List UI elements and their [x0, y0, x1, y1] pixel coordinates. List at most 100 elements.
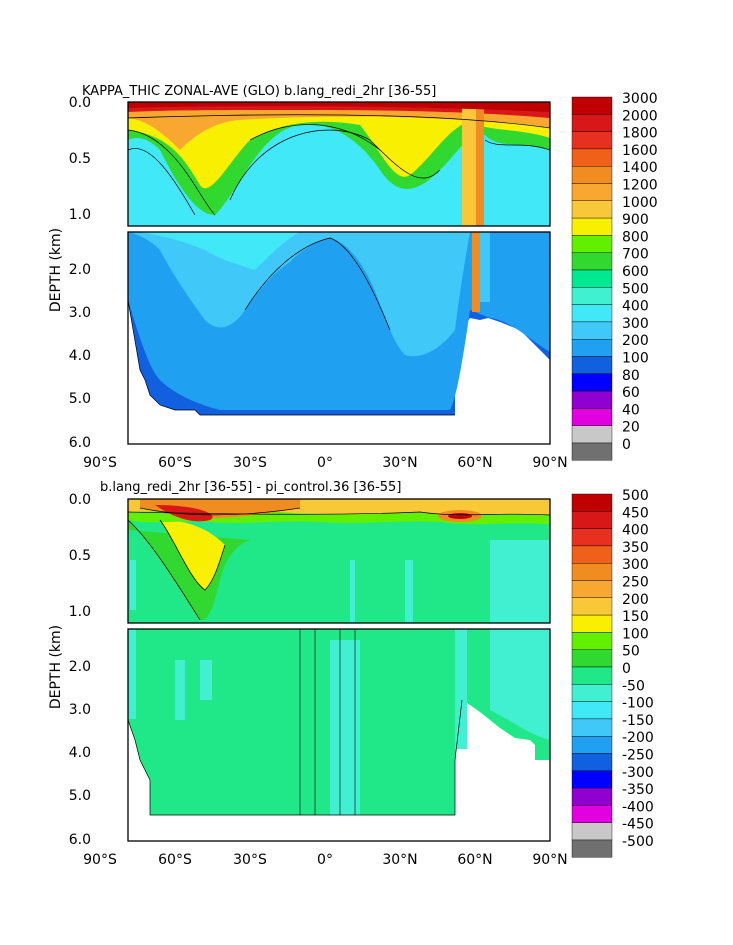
colorbar-swatch	[571, 114, 613, 132]
top-xtick-5: 60°N	[457, 455, 492, 471]
top-ytick-upper-1: 0.5	[69, 151, 91, 167]
colorbar-label: 150	[622, 609, 649, 625]
colorbar-swatch	[571, 563, 613, 581]
colorbar-swatch	[571, 753, 613, 771]
bottom-ytick-upper-2: 1.0	[69, 604, 91, 620]
colorbar-label: 80	[622, 368, 640, 384]
colorbar-label: -100	[622, 696, 654, 712]
colorbar-swatch	[571, 217, 613, 236]
colorbar-label: -450	[622, 817, 654, 833]
colorbar-label: 0	[622, 437, 631, 453]
top-y-axis: 0.0 0.5 1.0 2.0 3.0 4.0 5.0 6.0	[69, 95, 91, 451]
colorbar-swatch	[571, 580, 613, 598]
colorbar-label: 700	[622, 247, 649, 263]
bottom-xtick-2: 30°S	[233, 852, 267, 868]
colorbar-swatch	[571, 390, 613, 409]
bottom-x-axis: 90°S 60°S 30°S 0° 30°N 60°N 90°N	[83, 852, 568, 868]
colorbar-swatch	[571, 408, 613, 426]
bottom-ytick-lower-2: 4.0	[69, 745, 91, 761]
colorbar-label: 900	[622, 212, 649, 228]
colorbar-swatch	[571, 356, 613, 374]
colorbar-label: 50	[622, 644, 640, 660]
bottom-lower-field	[128, 629, 550, 841]
colorbar-swatch	[571, 511, 613, 529]
bottom-xtick-3: 0°	[317, 852, 333, 868]
colorbar-label: 60	[622, 385, 640, 401]
colorbar-swatch	[571, 787, 613, 806]
colorbar-label: 500	[622, 488, 649, 504]
top-ytick-lower-0: 2.0	[69, 262, 91, 278]
top-xtick-2: 30°S	[233, 455, 267, 471]
colorbar-label: 20	[622, 420, 640, 436]
top-ytick-lower-1: 3.0	[69, 305, 91, 321]
bottom-ytick-lower-0: 2.0	[69, 659, 91, 675]
bottom-lower-frame	[127, 628, 551, 842]
colorbar-label: 1200	[622, 178, 658, 194]
bottom-panel: b.lang_redi_2hr [36-55] - pi_control.36 …	[48, 480, 568, 868]
colorbar-label: -150	[622, 713, 654, 729]
colorbar-label: 300	[622, 316, 649, 332]
colorbar-swatch	[571, 131, 613, 150]
bottom-xtick-0: 90°S	[83, 852, 117, 868]
colorbar-swatch	[571, 287, 613, 305]
colorbar-swatch	[571, 770, 613, 789]
colorbar-label: 500	[622, 281, 649, 297]
colorbar-swatch	[571, 839, 613, 858]
bottom-ytick-upper-0: 0.0	[69, 492, 91, 508]
colorbar-swatch	[571, 684, 613, 702]
colorbar-swatch	[571, 666, 613, 685]
colorbar-label: 1400	[622, 160, 658, 176]
colorbar-swatch	[571, 304, 613, 323]
top-colorbar: 3000200018001600140012001000900800700600…	[571, 91, 658, 461]
colorbar-swatch	[571, 614, 613, 633]
colorbar-label: 250	[622, 575, 649, 591]
colorbar-label: -250	[622, 748, 654, 764]
colorbar-label: 450	[622, 505, 649, 521]
top-ytick-lower-3: 5.0	[69, 391, 91, 407]
top-ytick-lower-4: 6.0	[69, 435, 91, 451]
colorbar-label: 100	[622, 626, 649, 642]
colorbar-label: -200	[622, 730, 654, 746]
colorbar-swatch	[571, 183, 613, 201]
top-ytick-upper-2: 1.0	[69, 207, 91, 223]
bottom-xtick-6: 90°N	[532, 852, 567, 868]
top-xtick-4: 30°N	[382, 455, 417, 471]
top-xtick-1: 60°S	[158, 455, 192, 471]
colorbar-label: 200	[622, 592, 649, 608]
colorbar-swatch	[571, 736, 613, 754]
colorbar-swatch	[571, 718, 613, 737]
bottom-xtick-4: 30°N	[382, 852, 417, 868]
bottom-ytick-lower-4: 6.0	[69, 832, 91, 848]
colorbar-label: -50	[622, 678, 645, 694]
top-ytick-upper-0: 0.0	[69, 95, 91, 111]
top-y-label: DEPTH (km)	[48, 228, 64, 312]
top-title: KAPPA_THIC ZONAL-AVE (GLO) b.lang_redi_2…	[82, 84, 436, 99]
colorbar-swatch	[571, 235, 613, 253]
colorbar-label: -350	[622, 782, 654, 798]
bottom-ytick-upper-1: 0.5	[69, 548, 91, 564]
colorbar-label: 400	[622, 523, 649, 539]
colorbar-swatch	[571, 373, 613, 392]
top-xtick-3: 0°	[317, 455, 333, 471]
colorbar-label: 300	[622, 557, 649, 573]
colorbar-label: 1600	[622, 143, 658, 159]
colorbar-label: 1800	[622, 126, 658, 142]
top-upper-field	[128, 102, 550, 226]
colorbar-label: 40	[622, 402, 640, 418]
colorbar-swatch	[571, 148, 613, 167]
colorbar-swatch	[571, 493, 613, 512]
colorbar-swatch	[571, 805, 613, 823]
colorbar-label: -300	[622, 765, 654, 781]
bottom-title: b.lang_redi_2hr [36-55] - pi_control.36 …	[100, 480, 401, 495]
colorbar-swatch	[571, 597, 613, 616]
colorbar-label: 350	[622, 540, 649, 556]
top-lower-field	[128, 232, 550, 444]
colorbar-label: 400	[622, 299, 649, 315]
top-xtick-6: 90°N	[532, 455, 567, 471]
top-x-axis: 90°S 60°S 30°S 0° 30°N 60°N 90°N	[83, 455, 568, 471]
bottom-colorbar: 500450400350300250200150100500-50-100-15…	[571, 488, 654, 858]
bottom-ytick-lower-1: 3.0	[69, 702, 91, 718]
colorbar-swatch	[571, 321, 613, 340]
top-panel: KAPPA_THIC ZONAL-AVE (GLO) b.lang_redi_2…	[48, 84, 568, 471]
bottom-upper-field	[128, 499, 550, 623]
